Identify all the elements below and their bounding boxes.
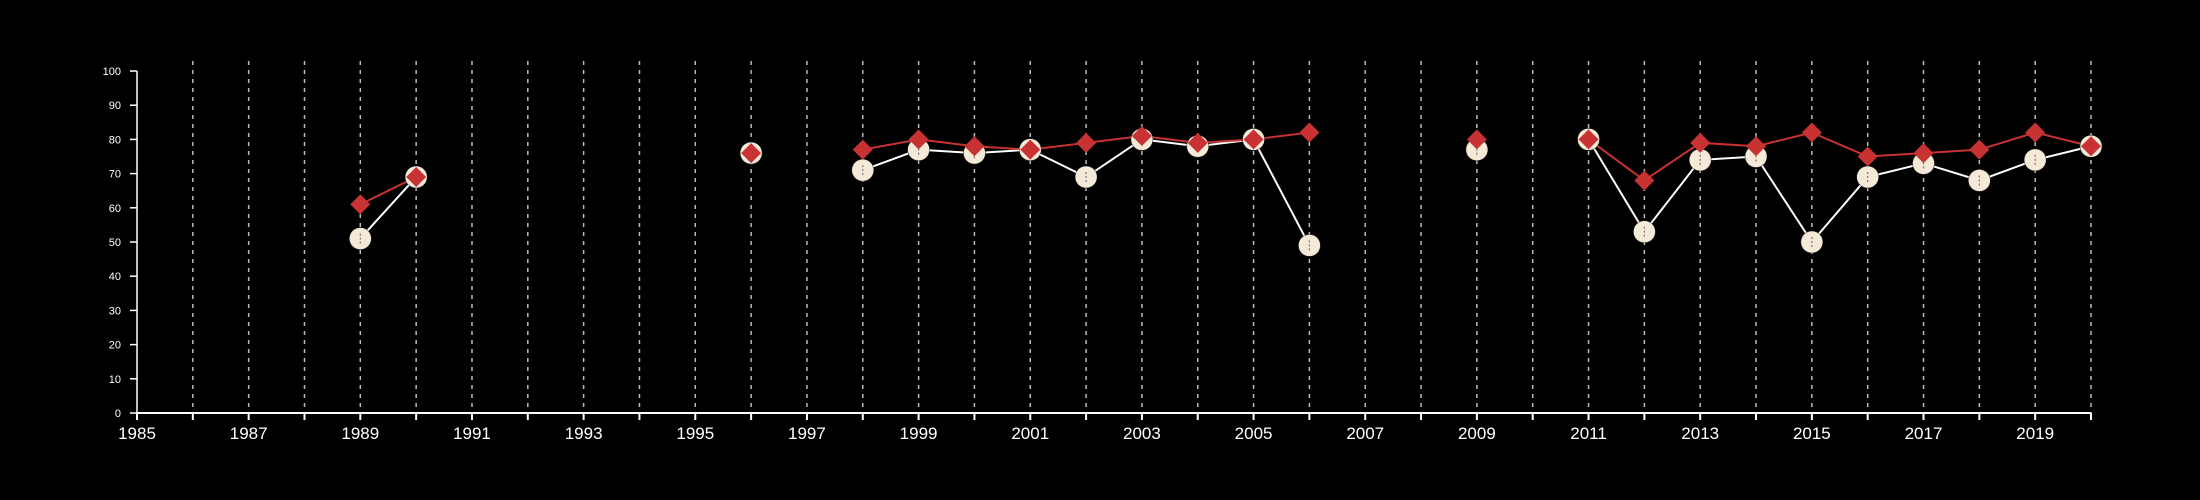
series-2-point (1299, 122, 1320, 143)
series-2-point (1857, 146, 1878, 167)
x-tick-label: 2003 (1123, 424, 1161, 443)
series-2-point (741, 143, 762, 164)
series-2-point (406, 167, 427, 188)
y-tick-label: 20 (109, 340, 121, 352)
series-2-point (1578, 129, 1599, 150)
x-tick-label: 2015 (1793, 424, 1831, 443)
series-2-point (1969, 139, 1990, 160)
x-tick-label: 1993 (565, 424, 603, 443)
x-tick-label: 1987 (230, 424, 268, 443)
series-2-point (1690, 132, 1711, 153)
x-tick-label: 2007 (1346, 424, 1384, 443)
x-tick-label: 2013 (1681, 424, 1719, 443)
series-2-point (1131, 125, 1152, 146)
series-layer (349, 122, 2103, 257)
series-1-line (1587, 138, 2092, 244)
series-2-point (908, 129, 929, 150)
series-2-point (2025, 122, 2046, 143)
series-2-point (1076, 132, 1097, 153)
y-tick-label: 50 (109, 237, 121, 249)
series-2-point (1634, 170, 1655, 191)
x-tick-label: 1995 (676, 424, 714, 443)
x-tick-label: 1999 (900, 424, 938, 443)
y-tick-label: 30 (109, 305, 121, 317)
series-2-point (1243, 129, 1264, 150)
series-1-line (359, 176, 417, 240)
axis-layer: 1985 1987 1989 1991 1993 1995 1997 1999 2001 2003… (103, 66, 2092, 443)
x-tick-label: 1997 (788, 424, 826, 443)
series-2-point (964, 136, 985, 157)
x-tick-label: 1989 (341, 424, 379, 443)
series-1-line (862, 138, 1311, 246)
x-tick-label: 2001 (1011, 424, 1049, 443)
series-2-line (1587, 131, 2092, 182)
x-tick-label: 2005 (1235, 424, 1273, 443)
y-tick-label: 40 (109, 271, 121, 283)
x-tick-label: 2017 (1905, 424, 1943, 443)
y-tick-label: 0 (115, 408, 121, 420)
y-tick-label: 90 (109, 100, 121, 112)
series-2-point (350, 194, 371, 215)
series-2-point (1801, 122, 1822, 143)
series-2-point (1187, 132, 1208, 153)
series-2-point (1746, 136, 1767, 157)
series-2-point (852, 139, 873, 160)
series-2-point (1466, 129, 1487, 150)
y-tick-label: 80 (109, 134, 121, 146)
x-tick-label: 1991 (453, 424, 491, 443)
y-tick-label: 10 (109, 374, 121, 386)
series-2-point (2081, 136, 2101, 157)
x-tick-label: 2019 (2016, 424, 2054, 443)
series-2-point (1913, 143, 1934, 164)
y-tick-label: 70 (109, 169, 121, 181)
x-tick-label: 1985 (118, 424, 156, 443)
x-tick-label: 2011 (1570, 424, 1607, 443)
y-tick-label: 100 (103, 66, 121, 78)
series-2-point (1020, 139, 1041, 160)
y-tick-label: 60 (109, 203, 121, 215)
x-tick-label: 2009 (1458, 424, 1496, 443)
